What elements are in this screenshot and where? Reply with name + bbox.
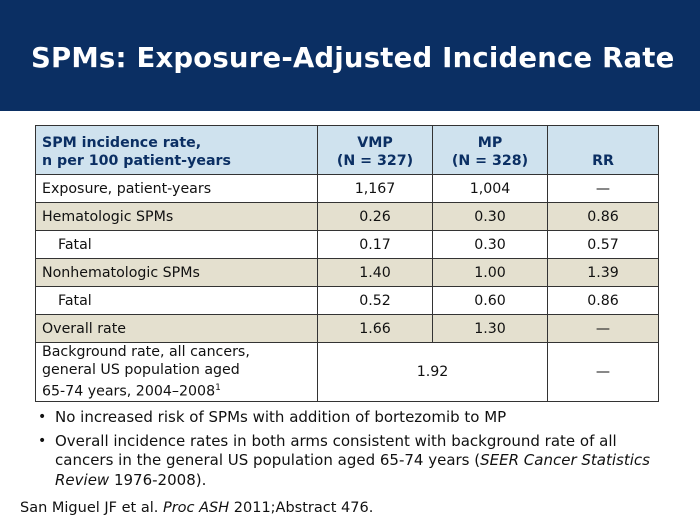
table-header-row: SPM incidence rate, n per 100 patient-ye… [35,125,659,175]
citation: San Miguel JF et al. Proc ASH 2011;Abstr… [20,500,373,516]
cell-rr: 1.39 [547,258,659,287]
cell-rr: — [547,342,659,402]
spm-incidence-table: SPM incidence rate, n per 100 patient-ye… [35,125,659,402]
bullet-list: • No increased risk of SPMs with additio… [38,408,678,494]
cell-rr: 0.57 [547,230,659,259]
cell-vmp: 0.26 [317,202,433,231]
header-line: (N = 327) [336,153,414,169]
cell-rr: 0.86 [547,286,659,315]
cell-vmp: 1,167 [317,174,433,203]
citation-journal: Proc ASH [162,500,230,516]
header-mp: MP (N = 328) [432,125,548,175]
row-label: Exposure, patient-years [35,174,318,203]
cell-vmp: 0.52 [317,286,433,315]
cell-vmp: 1.40 [317,258,433,287]
bullet-text: Overall incidence rates in both arms con… [55,431,617,470]
header-line: n per 100 patient-years [42,153,231,169]
bullet-text: No increased risk of SPMs with addition … [55,408,507,426]
label-line: Background rate, all cancers, [42,344,250,361]
table-row: Fatal 0.17 0.30 0.57 [35,230,659,259]
table-row-background-rate: Background rate, all cancers, general US… [35,342,659,402]
cell-vmp: 1.66 [317,314,433,343]
cell-mp: 0.30 [432,202,548,231]
cell-mp: 1.00 [432,258,548,287]
table-row: Fatal 0.52 0.60 0.86 [35,286,659,315]
cell-rr: — [547,174,659,203]
footnote-ref: 1 [215,383,221,394]
header-rr: RR [547,125,659,175]
cell-mp: 1.30 [432,314,548,343]
row-label: Nonhematologic SPMs [35,258,318,287]
bullet-item: • No increased risk of SPMs with additio… [38,408,678,428]
cell-rr: 0.86 [547,202,659,231]
header-line: (N = 328) [451,153,529,169]
slide-content: SPM incidence rate, n per 100 patient-ye… [0,111,700,525]
bullet-item: • Overall incidence rates in both arms c… [38,432,678,491]
citation-authors: San Miguel JF et al. [20,500,163,516]
cell-rr: — [547,314,659,343]
slide-title: SPMs: Exposure-Adjusted Incidence Rate [31,42,675,74]
cell-background-value: 1.92 [317,342,548,402]
row-label-background: Background rate, all cancers, general US… [35,342,318,402]
label-line: 65-74 years, 2004–20081 [42,379,311,401]
table-row: Hematologic SPMs 0.26 0.30 0.86 [35,202,659,231]
label-line: general US population aged [42,362,240,379]
bullet-italic-text: SEER Cancer Statistics Review [55,451,650,489]
header-line: MP [477,135,503,151]
row-label: Hematologic SPMs [35,202,318,231]
header-line: VMP [357,135,393,151]
bullet-dot-icon: • [38,409,47,425]
row-label: Fatal [35,286,318,315]
row-label: Fatal [35,230,318,259]
cell-mp: 0.60 [432,286,548,315]
table-row: Nonhematologic SPMs 1.40 1.00 1.39 [35,258,659,287]
title-banner: SPMs: Exposure-Adjusted Incidence Rate [0,0,700,111]
header-vmp: VMP (N = 327) [317,125,433,175]
header-spm-incidence: SPM incidence rate, n per 100 patient-ye… [35,125,318,175]
row-label: Overall rate [35,314,318,343]
bullet-text-end: 1976-2008). [109,470,207,489]
cell-vmp: 0.17 [317,230,433,259]
header-line: SPM incidence rate, [42,135,202,151]
table-row: Overall rate 1.66 1.30 — [35,314,659,343]
citation-detail: 2011;Abstract 476. [229,500,374,516]
table-row: Exposure, patient-years 1,167 1,004 — [35,174,659,203]
cell-mp: 1,004 [432,174,548,203]
bullet-dot-icon: • [38,432,47,449]
label-line-text: 65-74 years, 2004–2008 [42,383,216,400]
cell-mp: 0.30 [432,230,548,259]
